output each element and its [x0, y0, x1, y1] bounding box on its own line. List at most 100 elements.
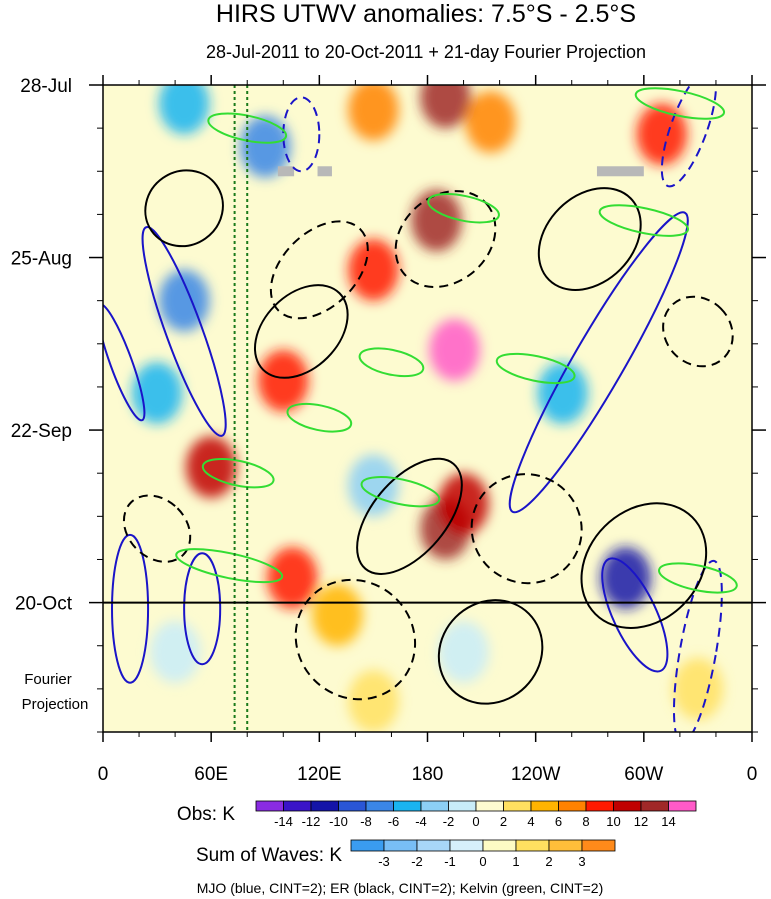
y-tick-label-0: 28-Jul: [20, 76, 72, 97]
waves-colorbar-label-1: -2: [411, 854, 423, 869]
obs-colorbar-box-14: [640, 800, 669, 812]
er-contour-9: [437, 599, 544, 705]
x-tick-label-5: 60W: [624, 764, 663, 785]
obs-colorbar-box-13: [613, 800, 642, 812]
obs-colorbar-label-0: -14: [274, 814, 293, 829]
field-blob-1: [240, 115, 291, 178]
obs-colorbar-box-0: [255, 800, 284, 812]
obs-colorbar-label-8: 2: [500, 814, 507, 829]
obs-colorbar-label-1: -12: [302, 814, 321, 829]
projection-label-line2: Projection: [22, 696, 89, 713]
kelvin-contour-1: [427, 193, 500, 224]
field-blob-8: [158, 269, 210, 332]
obs-colorbar-box-8: [475, 800, 504, 812]
obs-colorbar-label-13: 12: [634, 814, 648, 829]
mjo-contour-7: [601, 557, 669, 673]
x-tick-label-6: 0: [747, 764, 758, 785]
field-blob-5: [636, 103, 688, 166]
obs-colorbar-label-5: -4: [415, 814, 427, 829]
field-blob-14: [348, 454, 399, 517]
obs-colorbar-label-7: 0: [472, 814, 479, 829]
er-contour-1: [269, 220, 369, 320]
x-tick-label-1: 60E: [194, 764, 228, 785]
obs-colorbar-title: Obs: K: [177, 804, 235, 825]
projection-label-line1: Fourier: [24, 671, 72, 688]
x-tick-label-4: 120W: [511, 764, 561, 785]
field-blob-6: [411, 189, 462, 252]
field-blob-16: [438, 473, 489, 535]
field-blob-9: [429, 319, 480, 381]
x-tick-label-2: 120E: [297, 764, 341, 785]
field-blob-2: [348, 85, 399, 141]
waves-colorbar-label-2: -1: [444, 854, 456, 869]
kelvin-contour-9: [495, 352, 576, 385]
obs-colorbar-label-2: -10: [329, 814, 348, 829]
er-contour-0: [144, 169, 224, 248]
waves-colorbar-label-4: 1: [512, 854, 519, 869]
mjo-contour-6: [672, 559, 723, 732]
waves-colorbar-label-3: 0: [479, 854, 486, 869]
obs-colorbar: Obs: K -14 -12 -10 -8 -6 -4 -2 0 2 4 6 8 10 12 14: [177, 800, 697, 829]
waves-colorbar-box-0: [350, 839, 385, 852]
missing-data-layer: [277, 166, 644, 177]
waves-colorbar-box-5: [515, 839, 550, 852]
kelvin-contours: [175, 87, 738, 594]
er-contour-8: [294, 578, 417, 701]
field-blob-0: [158, 85, 210, 135]
field-blob-4: [465, 91, 516, 153]
kelvin-contour-0: [207, 112, 288, 144]
mjo-contour-2: [282, 96, 321, 173]
obs-colorbar-box-15: [668, 800, 697, 812]
er-contour-4: [537, 187, 642, 291]
field-blob-3: [420, 85, 471, 129]
field-blob-10: [537, 362, 588, 424]
y-tick-label-3: 20-Oct: [15, 594, 73, 615]
obs-colorbar-label-10: 6: [555, 814, 562, 829]
kelvin-contour-6: [175, 548, 284, 584]
reference-lines: [103, 85, 752, 732]
waves-colorbar-label-5: 2: [545, 854, 552, 869]
waves-colorbar-box-1: [383, 839, 418, 852]
field-blob-19: [312, 584, 363, 646]
field-blob-13: [185, 436, 237, 498]
field-blob-21: [672, 658, 724, 720]
plot-area: [103, 85, 752, 732]
mjo-contour-8: [103, 303, 146, 422]
obs-colorbar-box-1: [283, 800, 312, 812]
er-contour-5: [356, 457, 463, 575]
kelvin-contour-3: [358, 347, 425, 378]
field-blob-22: [149, 621, 201, 683]
obs-colorbar-label-12: 10: [606, 814, 620, 829]
kelvin-contour-8: [658, 562, 738, 594]
waves-colorbar-box-6: [548, 839, 583, 852]
mjo-contour-0: [141, 226, 227, 437]
mjo-contour-1: [183, 552, 222, 666]
waves-colorbar: Sum of Waves: K -3 -2 -1 0 1 2 3: [196, 839, 616, 869]
obs-colorbar-label-11: 8: [582, 814, 589, 829]
y-tick-label-1: 25-Aug: [11, 249, 72, 270]
kelvin-contour-5: [201, 458, 275, 489]
er-contour-6: [470, 473, 583, 585]
obs-colorbar-box-10: [530, 800, 559, 812]
mjo-contours: [103, 85, 723, 732]
axes: 0 60E 120E 180 120W 60W 0 28-Jul 25-Aug 22-Sep 20-…: [11, 75, 766, 785]
waves-colorbar-box-7: [581, 839, 616, 852]
obs-colorbar-box-5: [393, 800, 422, 812]
obs-colorbar-label-4: -6: [388, 814, 400, 829]
chart-subtitle: 28-Jul-2011 to 20-Oct-2011 + 21-day Four…: [206, 42, 646, 62]
er-contour-7: [580, 502, 708, 629]
obs-colorbar-label-6: -2: [443, 814, 455, 829]
x-tick-label-0: 0: [98, 764, 109, 785]
waves-colorbar-label-6: 3: [578, 854, 585, 869]
field-blob-18: [267, 547, 318, 609]
er-contour-10: [122, 494, 192, 563]
x-tick-label-3: 180: [412, 764, 444, 785]
field-blob-23: [348, 670, 399, 732]
missing-data-2: [596, 166, 644, 177]
obs-colorbar-box-7: [448, 800, 477, 812]
field-blob-12: [131, 362, 183, 424]
obs-colorbar-box-12: [585, 800, 614, 812]
waves-colorbar-title: Sum of Waves: K: [196, 845, 342, 866]
er-contours: [122, 169, 734, 705]
